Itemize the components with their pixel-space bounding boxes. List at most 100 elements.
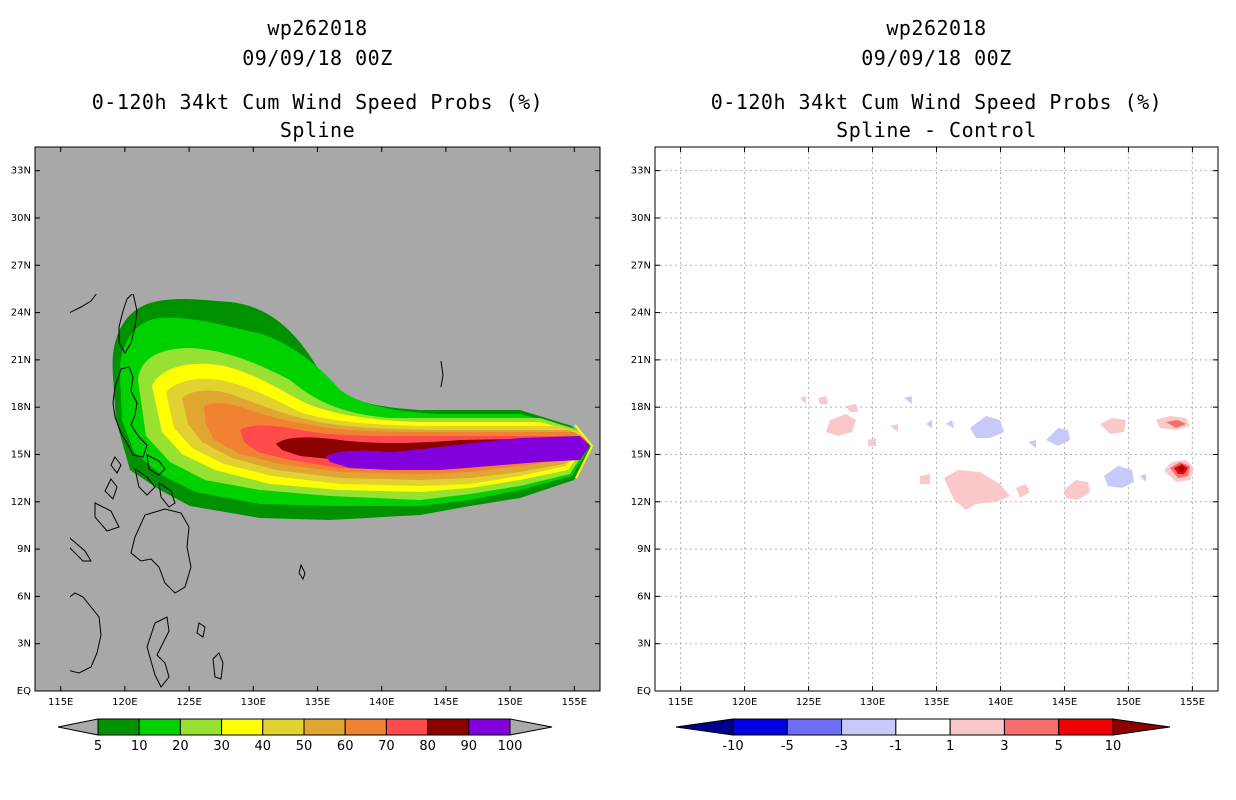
colorbar-label: 20 [172,739,189,754]
colorbar-label: 10 [1105,739,1122,754]
colorbar-swatch [221,718,264,736]
lon-label: 150E [1116,697,1141,708]
colorbar-swatch [344,718,387,736]
right-title-method: Spline - Control [836,118,1037,142]
colorbar-swatch [895,718,951,736]
colorbar-swatch [427,718,470,736]
colorbar-swatch [1058,718,1114,736]
colorbar-label: 1 [946,739,954,754]
lat-label: 6N [17,591,31,602]
right-title-date: 09/09/18 00Z [861,46,1012,70]
colorbar-swatch [732,718,788,736]
colorbar-swatch [262,718,305,736]
difference-field [800,396,1194,510]
right-colorbar-high-arrow [1112,718,1171,736]
left-colorbar-low-arrow [57,718,99,736]
colorbar-label: 60 [337,739,354,754]
colorbar-label: -1 [889,739,902,754]
right-axis-labels: 115E 120E 125E 130E 135E 140E 145E 150E 155E EQ 3N… [631,147,1218,708]
lat-label: 18N [631,402,651,413]
colorbar-label: -3 [835,739,848,754]
lon-label: 125E [176,697,201,708]
right-map-panel: 115E 120E 125E 130E 135E 140E 145E 150E 155E EQ 3N… [631,146,1219,708]
lon-label: 115E [668,697,693,708]
left-colorbar-high-arrow [509,718,553,736]
lon-label: 120E [732,697,757,708]
right-title-storm-id: wp262018 [886,16,987,40]
left-title-date: 09/09/18 00Z [242,46,393,70]
colorbar-label: 10 [131,739,148,754]
lon-label: 115E [48,697,73,708]
left-title-storm-id: wp262018 [267,16,368,40]
lat-label: 24N [631,308,651,319]
lon-label: 120E [112,697,137,708]
left-title-method: Spline [279,118,356,142]
lat-label: 27N [11,260,31,271]
colorbar-swatch [303,718,346,736]
lat-label: 30N [11,213,31,224]
left-map-panel: 115E 120E 125E 130E 135E 140E 145E 150E 155E EQ 3N… [11,146,601,708]
colorbar-label: 5 [94,739,102,754]
colorbar-swatch [786,718,843,736]
colorbar-label: -5 [781,739,794,754]
colorbar-swatch [385,718,429,736]
right-colorbar-low-arrow [675,718,734,736]
lat-label: 9N [637,544,651,555]
lat-label: 3N [17,639,31,650]
right-colorbar: -10 -5 -3 -1 1 3 5 10 [675,718,1171,754]
lat-label: 12N [631,497,651,508]
lat-label: 30N [631,213,651,224]
lon-label: 140E [369,697,394,708]
left-colorbar: 5 10 20 30 40 50 60 70 80 90 100 [57,718,553,754]
lon-label: 145E [1052,697,1077,708]
colorbar-label: -10 [722,739,743,754]
lat-label: 21N [11,355,31,366]
lat-label: 18N [11,402,31,413]
colorbar-label: 5 [1055,739,1063,754]
lat-label: EQ [17,686,31,697]
colorbar-label: 30 [213,739,230,754]
lat-label: 33N [11,166,31,177]
lon-label: 130E [241,697,266,708]
lon-label: 155E [562,697,587,708]
lat-label: EQ [637,686,651,697]
lat-label: 6N [637,591,651,602]
lon-label: 125E [796,697,821,708]
lon-label: 145E [433,697,458,708]
lat-label: 12N [11,497,31,508]
lat-label: 15N [11,449,31,460]
left-title-product: 0-120h 34kt Cum Wind Speed Probs (%) [91,90,544,114]
lon-label: 150E [497,697,522,708]
left-axis-labels: 115E 120E 125E 130E 135E 140E 145E 150E 155E EQ 3N… [11,147,600,708]
lat-label: 24N [11,308,31,319]
lat-label: 3N [637,639,651,650]
lon-label: 135E [924,697,949,708]
colorbar-label: 50 [296,739,313,754]
lat-label: 27N [631,260,651,271]
lat-label: 33N [631,166,651,177]
colorbar-swatch [138,718,181,736]
colorbar-swatch [949,718,1005,736]
colorbar-label: 40 [255,739,272,754]
probability-plume [112,299,594,520]
colorbar-swatch [97,718,140,736]
colorbar-label: 90 [461,739,478,754]
right-title-product: 0-120h 34kt Cum Wind Speed Probs (%) [710,90,1163,114]
lat-label: 21N [631,355,651,366]
lon-label: 135E [305,697,330,708]
lat-label: 15N [631,449,651,460]
lat-label: 9N [17,544,31,555]
colorbar-swatch [841,718,897,736]
colorbar-swatch [179,718,223,736]
colorbar-label: 3 [1000,739,1008,754]
lon-label: 155E [1180,697,1205,708]
lon-label: 140E [988,697,1013,708]
right-map-gridlines [655,147,1218,691]
colorbar-label: 70 [378,739,395,754]
colorbar-label: 100 [498,739,523,754]
colorbar-swatch [468,718,511,736]
lon-label: 130E [860,697,885,708]
colorbar-swatch [1003,718,1060,736]
colorbar-label: 80 [419,739,436,754]
